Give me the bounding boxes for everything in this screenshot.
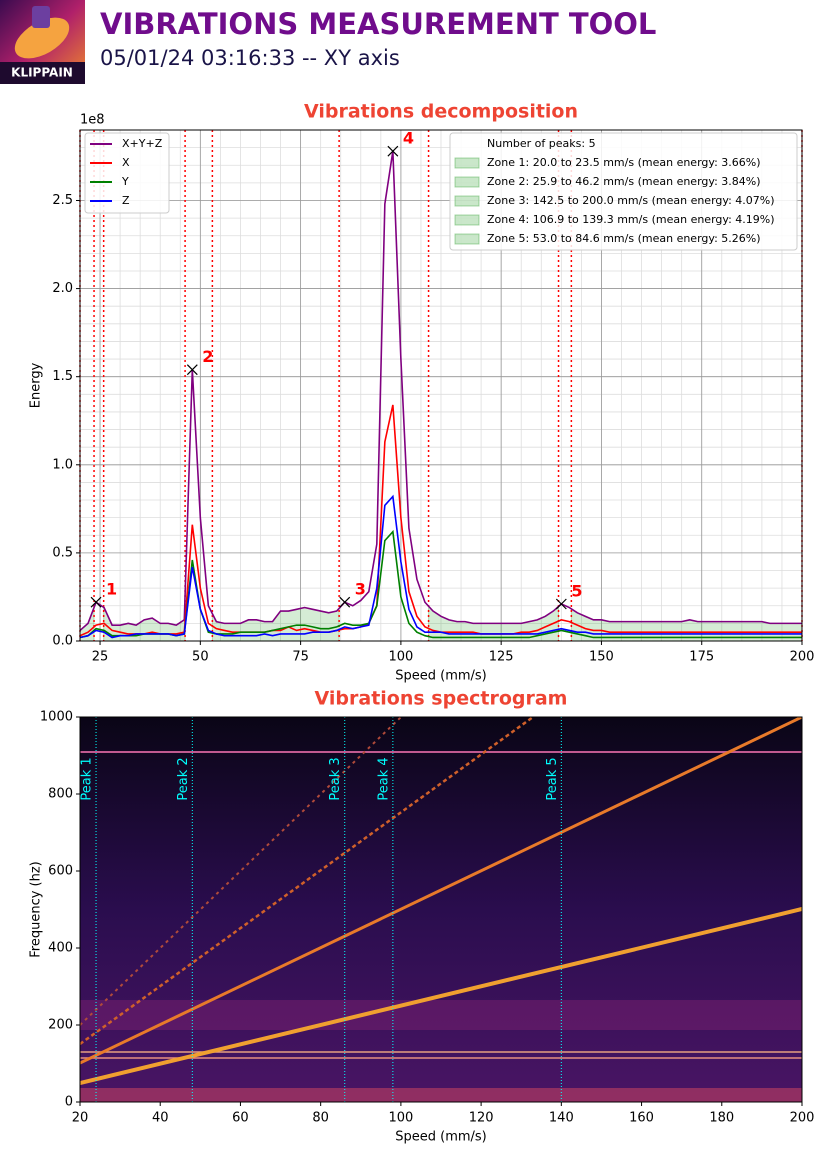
zone-legend: Number of peaks: 5 Zone 1: 20.0 to 23.5 m… — [449, 132, 798, 251]
y-tick-label: 800 — [48, 787, 73, 802]
y-tick-label: 600 — [48, 864, 73, 879]
x-tick-label: 50 — [192, 650, 209, 665]
logo: KLIPPAIN — [0, 0, 85, 84]
x-tick-label: 75 — [292, 650, 309, 665]
plot-frame — [79, 129, 803, 642]
peak-label: Peak 2 — [176, 757, 191, 800]
y-axis-label: Energy — [29, 362, 44, 408]
peak-label: 3 — [355, 580, 366, 599]
y-tick-label: 1000 — [40, 710, 73, 725]
x-tick-label: 120 — [469, 1111, 494, 1126]
peak-marker — [555, 598, 567, 610]
zone-fill — [570, 607, 803, 642]
y-tick-label: 1.5 — [52, 369, 73, 384]
peak-marker — [90, 596, 102, 608]
legend: X+Y+Z XYZ — [84, 132, 170, 214]
x-tick-label: 25 — [92, 650, 109, 665]
heatmap-band — [80, 1000, 802, 1030]
peak-marker — [339, 596, 351, 608]
peak-label: Peak 4 — [376, 757, 391, 800]
y-tick-label: 0.5 — [52, 545, 73, 560]
logo-text: KLIPPAIN — [11, 66, 73, 80]
x-tick-label: 80 — [312, 1111, 329, 1126]
y-tick-label: 0.0 — [52, 634, 73, 649]
x-tick-label: 150 — [589, 650, 614, 665]
legend-label: Zone 2: 25.9 to 46.2 mm/s (mean energy: … — [487, 175, 761, 188]
legend-label: Zone 4: 106.9 to 139.3 mm/s (mean energy… — [487, 213, 775, 226]
y-tick-label: 0 — [65, 1095, 73, 1110]
legend-label: X+Y+Z — [122, 137, 163, 150]
legend-label: Zone 1: 20.0 to 23.5 mm/s (mean energy: … — [487, 156, 761, 169]
peak-label: 2 — [202, 347, 213, 366]
heatmap-line — [80, 907, 802, 1085]
x-tick-label: 200 — [790, 650, 815, 665]
x-tick-label: 175 — [689, 650, 714, 665]
peak-label: Peak 1 — [80, 757, 95, 800]
heatmap-line — [80, 717, 802, 1065]
legend-label: Y — [121, 175, 129, 188]
logo-band — [0, 62, 85, 84]
page-title: VIBRATIONS MEASUREMENT TOOL — [100, 7, 656, 41]
spectrogram-background — [80, 717, 802, 1102]
x-tick-label: 125 — [489, 650, 514, 665]
legend-label: Zone 5: 53.0 to 84.6 mm/s (mean energy: … — [487, 232, 761, 245]
y-tick-label: 2.0 — [52, 281, 73, 296]
chart-title: Vibrations decomposition — [304, 101, 578, 123]
heatmap-bg — [80, 717, 802, 1102]
series-line — [79, 151, 802, 632]
x-tick-label: 140 — [549, 1111, 574, 1126]
legend-label: Zone 3: 142.5 to 200.0 mm/s (mean energy… — [487, 194, 775, 207]
legend-label: Z — [122, 194, 130, 207]
plot-frame — [79, 716, 803, 1103]
heatmap-band — [80, 1088, 802, 1102]
legend-swatch — [454, 214, 480, 226]
peak-label: Peak 5 — [545, 757, 560, 800]
series-line — [79, 494, 802, 639]
heatmap-line — [80, 717, 534, 1046]
legend-swatch — [454, 233, 480, 245]
y-tick-label: 400 — [48, 941, 73, 956]
x-tick-label: 40 — [152, 1111, 169, 1126]
y-tick-label: 1.0 — [52, 457, 73, 472]
logo-shape — [32, 6, 50, 28]
x-tick-label: 100 — [388, 650, 413, 665]
chart-title: Vibrations spectrogram — [315, 688, 568, 710]
y-tick-label: 200 — [48, 1018, 73, 1033]
legend-title: Number of peaks: 5 — [487, 137, 596, 150]
x-tick-label: 20 — [72, 1111, 89, 1126]
y-axis-label: Frequency (hz) — [29, 861, 44, 958]
y-tick-label: 2.5 — [52, 193, 73, 208]
peak-label: 5 — [571, 581, 582, 600]
x-tick-label: 100 — [388, 1111, 413, 1126]
legend-swatch — [454, 195, 480, 207]
x-axis-label: Speed (mm/s) — [395, 1130, 487, 1145]
x-tick-label: 180 — [709, 1111, 734, 1126]
x-tick-label: 200 — [790, 1111, 815, 1126]
legend-swatch — [454, 176, 480, 188]
legend-box — [84, 132, 170, 214]
x-axis-label: Speed (mm/s) — [395, 669, 487, 684]
y-offset-label: 1e8 — [80, 113, 105, 128]
x-tick-label: 60 — [232, 1111, 249, 1126]
x-tick-label: 160 — [629, 1111, 654, 1126]
peak-marker — [387, 145, 399, 157]
page-subtitle: 05/01/24 03:16:33 -- XY axis — [100, 46, 400, 70]
peak-label: 1 — [106, 580, 117, 599]
peak-label: 4 — [403, 129, 414, 148]
peak-label: Peak 3 — [328, 757, 343, 800]
legend-box — [449, 132, 798, 251]
logo-shape — [14, 17, 70, 59]
peak-marker — [186, 364, 198, 376]
legend-label: X — [122, 156, 130, 169]
legend-swatch — [454, 157, 480, 169]
